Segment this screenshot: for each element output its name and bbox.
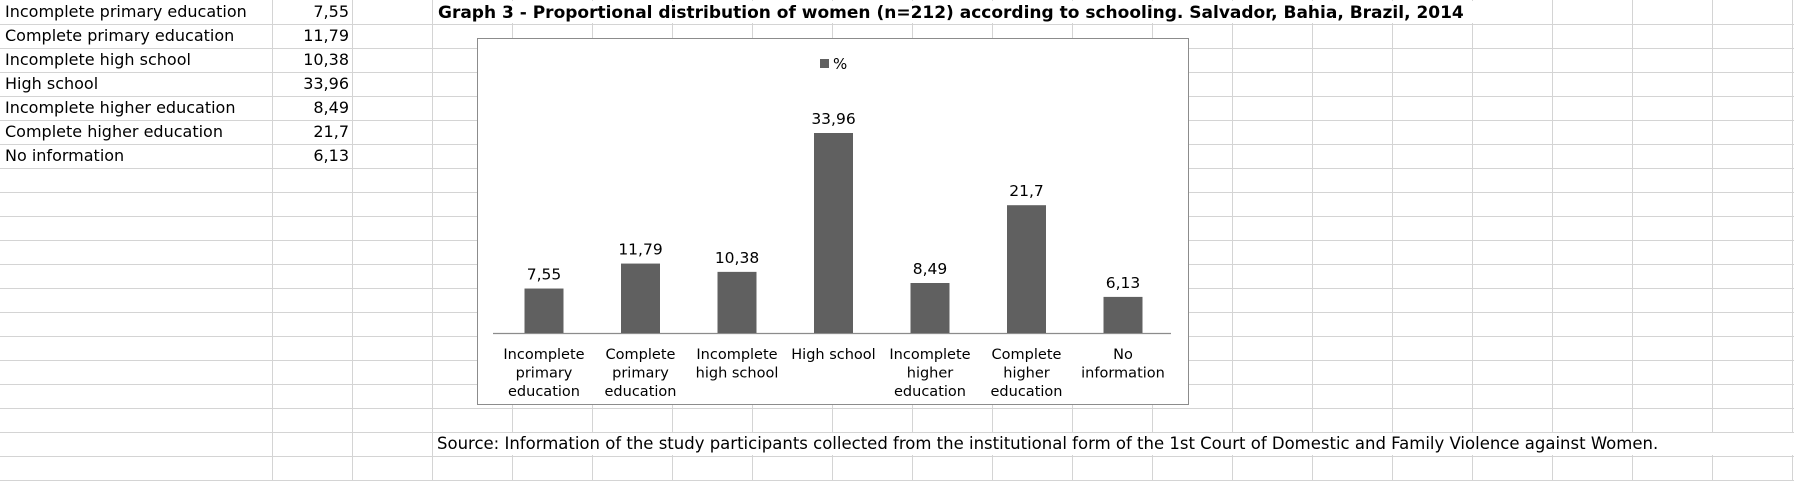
data-label: 8,49	[913, 260, 948, 278]
bar[interactable]	[1007, 205, 1046, 333]
category-label: Incomplete	[503, 347, 584, 363]
chart-area[interactable]: % 7,55 Incomplete primary education 11,79 Comp…	[477, 38, 1189, 405]
table-value-cell[interactable]: 7,55	[313, 2, 349, 21]
chart-title: Graph 3 - Proportional distribution of w…	[438, 3, 1464, 23]
category-label: Incomplete	[696, 347, 777, 363]
table-label-cell[interactable]: No information	[5, 146, 125, 165]
category-label: primary	[612, 366, 669, 382]
legend-swatch	[820, 59, 829, 68]
table-value-cell[interactable]: 21,7	[313, 122, 349, 141]
category-label: Complete	[992, 347, 1062, 363]
table-label-cell[interactable]: Incomplete primary education	[5, 2, 247, 21]
bar[interactable]	[524, 288, 564, 333]
table-value-cell[interactable]: 8,49	[313, 98, 349, 117]
bar[interactable]	[910, 283, 950, 333]
category-label: education	[508, 384, 580, 400]
category-label: higher	[907, 366, 954, 382]
data-label: 11,79	[618, 241, 662, 259]
table-label-cell[interactable]: Incomplete higher education	[5, 98, 236, 117]
bar-chart: % 7,55 Incomplete primary education 11,79 Comp…	[493, 55, 1171, 400]
table-value-cell[interactable]: 11,79	[303, 26, 349, 45]
category-label: No	[1113, 347, 1133, 363]
table-label-cell[interactable]: Incomplete high school	[5, 50, 191, 69]
bar[interactable]	[1103, 296, 1143, 333]
table-value-cell[interactable]: 10,38	[303, 50, 349, 69]
category-label: high school	[696, 366, 779, 382]
category-label: higher	[1003, 366, 1050, 382]
category-label: Complete	[606, 347, 676, 363]
data-label: 33,96	[811, 110, 855, 128]
category-label: education	[894, 384, 966, 400]
bar[interactable]	[621, 263, 660, 333]
category-label: High school	[791, 347, 875, 363]
table-label-cell[interactable]: Complete higher education	[5, 122, 223, 141]
data-label: 10,38	[715, 249, 759, 267]
data-label: 6,13	[1106, 274, 1141, 292]
data-label: 7,55	[527, 266, 562, 284]
table-label-cell[interactable]: High school	[5, 74, 99, 93]
bar[interactable]	[814, 133, 853, 333]
category-label: information	[1081, 366, 1165, 382]
category-label: education	[991, 384, 1063, 400]
category-label: primary	[516, 366, 573, 382]
source-note: Source: Information of the study partici…	[437, 434, 1659, 453]
category-label: education	[605, 384, 677, 400]
table-label-cell[interactable]: Complete primary education	[5, 26, 235, 45]
bar[interactable]	[717, 271, 757, 333]
table-value-cell[interactable]: 33,96	[303, 74, 349, 93]
legend-label: %	[833, 55, 847, 73]
data-label: 21,7	[1009, 182, 1044, 200]
category-label: Incomplete	[889, 347, 970, 363]
table-value-cell[interactable]: 6,13	[313, 146, 349, 165]
